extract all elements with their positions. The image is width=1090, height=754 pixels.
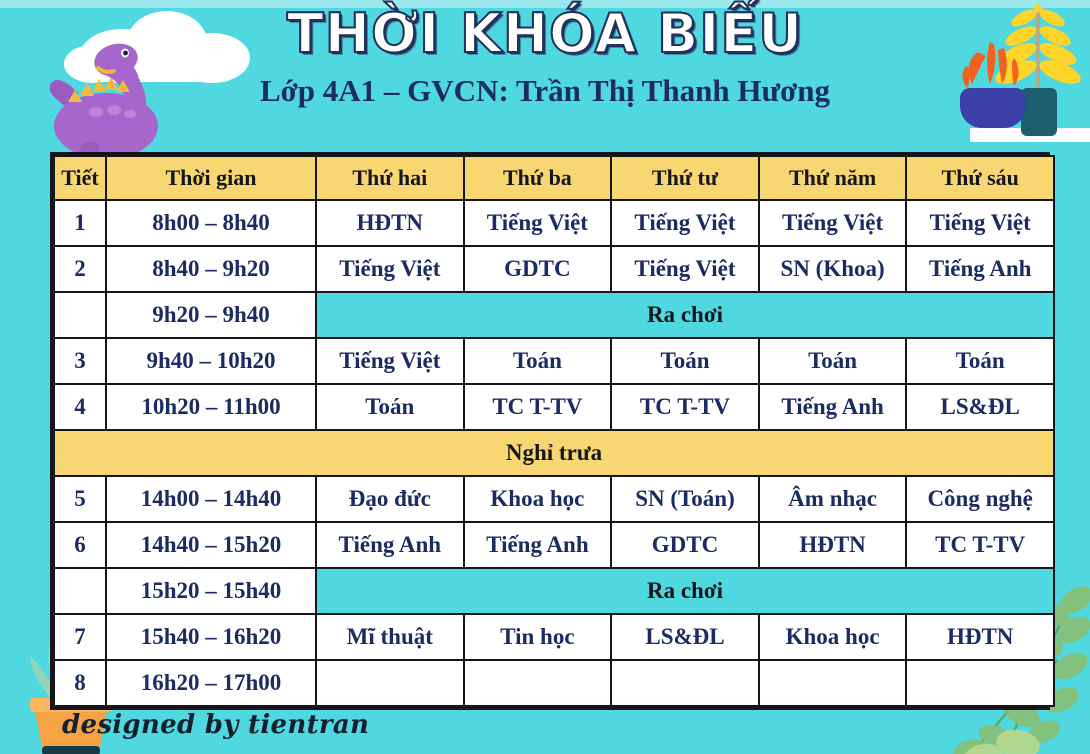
subject-cell: Tiếng Anh — [462, 521, 613, 569]
subject-cell: Tiếng Việt — [610, 199, 760, 247]
period-number-cell: 1 — [53, 199, 107, 247]
table-row: 5 14h00 – 14h40 Đạo đức Khoa học SN (Toán) Âm… — [53, 475, 1055, 523]
table-header: Tiết Thời gian Thứ hai Thứ ba Thứ tư Thứ… — [53, 155, 1055, 201]
subject-cell: Tiếng Việt — [757, 199, 908, 247]
empty-cell — [905, 659, 1055, 707]
subject-cell: GDTC — [462, 245, 613, 293]
subject-cell: SN (Khoa) — [757, 245, 908, 293]
poster-header: THỜI KHÓA BIỂU Lớp 4A1 – GVCN: Trần Thị … — [0, 2, 1090, 109]
subject-cell: Tiếng Việt — [315, 245, 465, 293]
subject-cell: Toán — [610, 337, 760, 385]
subject-cell: Âm nhạc — [757, 475, 908, 523]
time-range-cell: 8h00 – 8h40 — [105, 199, 317, 247]
subject-cell: Toán — [905, 337, 1055, 385]
subject-cell: Tiếng Việt — [315, 337, 465, 385]
subject-cell: TC T-TV — [462, 383, 613, 431]
column-header-thursday: Thứ năm — [757, 155, 908, 201]
table-row: 9h20 – 9h40 Ra chơi — [53, 291, 1055, 339]
header-row: Tiết Thời gian Thứ hai Thứ ba Thứ tư Thứ… — [53, 155, 1055, 201]
period-number-cell: 5 — [53, 475, 107, 523]
empty-cell — [757, 659, 908, 707]
subject-cell: LS&ĐL — [610, 613, 760, 661]
period-number-cell: 7 — [53, 613, 107, 661]
subject-cell: Tiếng Việt — [905, 199, 1055, 247]
subject-cell: HĐTN — [905, 613, 1055, 661]
subject-cell: Tin học — [462, 613, 613, 661]
table-row: 15h20 – 15h40 Ra chơi — [53, 567, 1055, 615]
time-range-cell: 8h40 – 9h20 — [105, 245, 317, 293]
column-header-tuesday: Thứ ba — [462, 155, 613, 201]
table-row: 3 9h40 – 10h20 Tiếng Việt Toán Toán Toán Toán — [53, 337, 1055, 385]
time-range-cell: 9h20 – 9h40 — [105, 291, 317, 339]
subject-cell: Toán — [315, 383, 465, 431]
empty-cell — [462, 659, 613, 707]
subject-cell: Tiếng Anh — [315, 521, 465, 569]
page-title: THỜI KHÓA BIỂU — [286, 2, 804, 65]
column-header-tiet: Tiết — [53, 155, 107, 201]
period-number-cell: 3 — [53, 337, 107, 385]
table-row: 1 8h00 – 8h40 HĐTN Tiếng Việt Tiếng Việt Tiến… — [53, 199, 1055, 247]
subject-cell: Tiếng Anh — [757, 383, 908, 431]
lunch-break-cell: Nghỉ trưa — [53, 429, 1055, 477]
subject-cell: Khoa học — [757, 613, 908, 661]
subject-cell: Tiếng Việt — [462, 199, 613, 247]
schedule-table: Tiết Thời gian Thứ hai Thứ ba Thứ tư Thứ… — [53, 155, 1055, 707]
subject-cell: HĐTN — [315, 199, 465, 247]
period-number-cell: 2 — [53, 245, 107, 293]
subject-cell: Khoa học — [462, 475, 613, 523]
time-range-cell: 16h20 – 17h00 — [105, 659, 317, 707]
subject-cell: Tiếng Anh — [905, 245, 1055, 293]
shelf — [970, 128, 1090, 142]
table-row: 6 14h40 – 15h20 Tiếng Anh Tiếng Anh GDTC HĐTN… — [53, 521, 1055, 569]
subject-cell: GDTC — [610, 521, 760, 569]
table-row: 2 8h40 – 9h20 Tiếng Việt GDTC Tiếng Việt SN (… — [53, 245, 1055, 293]
subject-cell: SN (Toán) — [610, 475, 760, 523]
time-range-cell: 9h40 – 10h20 — [105, 337, 317, 385]
time-range-cell: 15h40 – 16h20 — [105, 613, 317, 661]
column-header-wednesday: Thứ tư — [610, 155, 760, 201]
empty-cell — [610, 659, 760, 707]
recess-break-cell: Ra chơi — [315, 291, 1055, 339]
empty-cell — [315, 659, 465, 707]
credit-text: designed by tientran — [62, 710, 370, 740]
time-range-cell: 10h20 – 11h00 — [105, 383, 317, 431]
subject-cell: TC T-TV — [905, 521, 1055, 569]
period-number-cell: 4 — [53, 383, 107, 431]
subject-cell: Đạo đức — [315, 475, 465, 523]
schedule-table-container: Tiết Thời gian Thứ hai Thứ ba Thứ tư Thứ… — [50, 152, 1055, 710]
subject-cell: TC T-TV — [610, 383, 760, 431]
period-number-cell — [53, 567, 107, 615]
subject-cell: Toán — [757, 337, 908, 385]
time-range-cell: 14h00 – 14h40 — [105, 475, 317, 523]
subject-cell: LS&ĐL — [905, 383, 1055, 431]
table-body: 1 8h00 – 8h40 HĐTN Tiếng Việt Tiếng Việt Tiến… — [53, 199, 1055, 707]
recess-break-cell: Ra chơi — [315, 567, 1055, 615]
subject-cell: HĐTN — [757, 521, 908, 569]
subject-cell: Công nghệ — [905, 475, 1055, 523]
column-header-time: Thời gian — [105, 155, 317, 201]
subject-cell: Tiếng Việt — [610, 245, 760, 293]
time-range-cell: 14h40 – 15h20 — [105, 521, 317, 569]
subject-cell: Toán — [462, 337, 613, 385]
subject-cell: Mĩ thuật — [315, 613, 465, 661]
period-number-cell — [53, 291, 107, 339]
period-number-cell: 6 — [53, 521, 107, 569]
page-subtitle: Lớp 4A1 – GVCN: Trần Thị Thanh Hương — [259, 72, 831, 108]
table-row: 8 16h20 – 17h00 — [53, 659, 1055, 707]
table-row: 4 10h20 – 11h00 Toán TC T-TV TC T-TV Tiếng An… — [53, 383, 1055, 431]
period-number-cell: 8 — [53, 659, 107, 707]
table-row: 7 15h40 – 16h20 Mĩ thuật Tin học LS&ĐL Khoa h… — [53, 613, 1055, 661]
column-header-monday: Thứ hai — [315, 155, 465, 201]
time-range-cell: 15h20 – 15h40 — [105, 567, 317, 615]
column-header-friday: Thứ sáu — [905, 155, 1055, 201]
table-row: Nghỉ trưa — [53, 429, 1055, 477]
